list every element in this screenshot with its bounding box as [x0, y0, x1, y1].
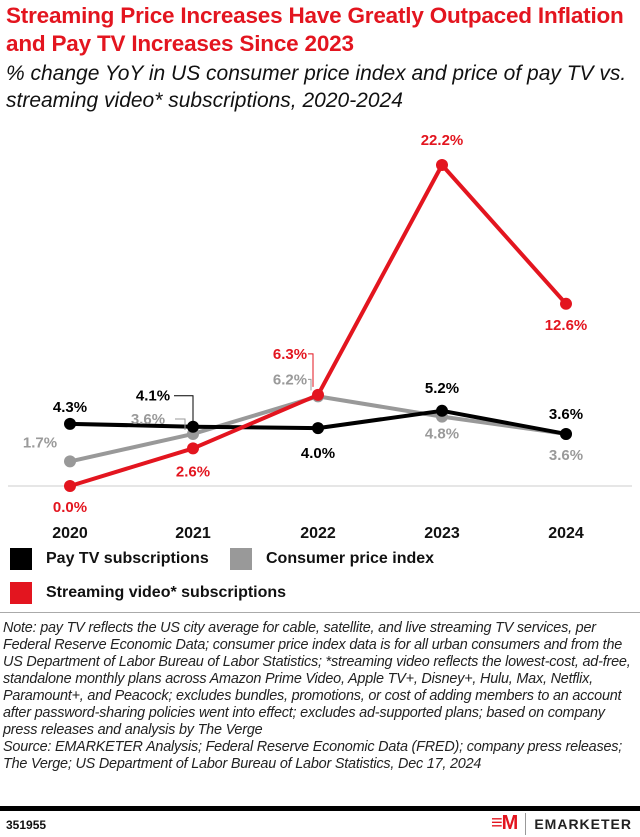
legend-item-pay-tv: Pay TV subscriptions — [10, 548, 209, 570]
x-tick-label: 2021 — [175, 525, 211, 540]
footer-bar — [0, 806, 640, 811]
data-label: 1.7% — [23, 434, 57, 451]
data-label: 0.0% — [53, 499, 87, 516]
legend-swatch — [10, 548, 32, 570]
logo-brand: EMARKETER — [534, 815, 632, 832]
x-tick-label: 2024 — [548, 525, 584, 540]
data-label: 4.8% — [425, 426, 459, 443]
data-point — [187, 420, 199, 433]
data-point — [436, 159, 448, 171]
data-label: 4.3% — [53, 399, 87, 416]
data-label: 6.2% — [273, 371, 307, 388]
notes: Note: pay TV reflects the US city averag… — [3, 620, 639, 773]
data-point — [312, 422, 324, 435]
data-label: 3.6% — [131, 411, 165, 428]
data-label: 4.0% — [301, 445, 335, 462]
data-label: 5.2% — [425, 380, 459, 397]
leader-line — [174, 395, 194, 422]
data-point — [312, 388, 324, 401]
legend-label: Streaming video* subscriptions — [46, 584, 287, 601]
x-tick-label: 2023 — [424, 525, 460, 540]
leader-line — [308, 378, 312, 391]
legend-item-streaming: Streaming video* subscriptions — [10, 582, 286, 604]
series-line-2 — [69, 163, 568, 488]
data-point — [436, 404, 448, 417]
note-text: Note: pay TV reflects the US city averag… — [3, 620, 631, 738]
data-point — [560, 297, 572, 310]
data-point — [64, 455, 76, 468]
legend-swatch — [10, 582, 32, 604]
chart-title: Streaming Price Increases Have Greatly O… — [6, 3, 624, 56]
x-tick-label: 2020 — [52, 525, 88, 540]
data-point — [560, 427, 572, 440]
legend-label: Consumer price index — [266, 550, 435, 567]
line-chart: 2020 2021 2022 2023 2024 4.3% 4.1% 4.0% 5.2% 3.6%… — [8, 132, 632, 540]
logo-separator — [525, 812, 527, 835]
legend-swatch — [230, 548, 252, 570]
data-label: 3.6% — [549, 406, 583, 423]
data-label: 2.6% — [176, 463, 210, 480]
data-label: 4.1% — [136, 388, 170, 405]
legend-label: Pay TV subscriptions — [46, 550, 209, 567]
data-point — [64, 480, 76, 492]
emarketer-logo: ≡M EMARKETER — [491, 812, 632, 835]
leader-line — [175, 418, 186, 430]
leader-line — [308, 353, 314, 387]
data-label: 12.6% — [545, 317, 588, 334]
x-tick-label: 2022 — [300, 525, 336, 540]
data-label: 22.2% — [421, 132, 464, 149]
data-point — [187, 442, 199, 455]
chart-subtitle: % change YoY in US consumer price index … — [6, 62, 627, 112]
logo-mark: ≡M — [490, 812, 518, 834]
divider — [0, 612, 640, 613]
legend-item-cpi: Consumer price index — [230, 548, 434, 570]
data-label: 3.6% — [549, 447, 583, 464]
data-point — [64, 417, 76, 430]
source-text: Source: EMARKETER Analysis; Federal Rese… — [3, 739, 623, 772]
data-label: 6.3% — [273, 346, 307, 363]
chart-id: 351955 — [6, 818, 47, 832]
